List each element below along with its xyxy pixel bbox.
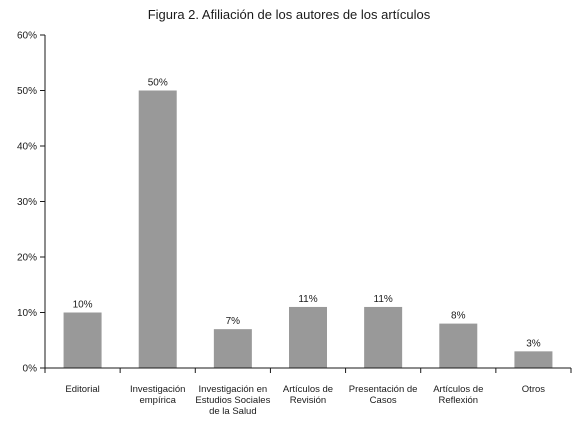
category-label: Investigación empírica xyxy=(130,384,185,406)
y-tick-label: 50% xyxy=(17,86,37,97)
data-label: 8% xyxy=(451,311,466,322)
bar xyxy=(514,351,553,368)
y-tick-label: 20% xyxy=(17,253,37,264)
y-tick-label: 60% xyxy=(17,31,37,42)
data-label: 50% xyxy=(148,78,168,89)
y-tick-label: 40% xyxy=(17,142,37,153)
data-label: 11% xyxy=(374,294,393,305)
chart-title: Figura 2. Afiliación de los autores de l… xyxy=(148,7,431,22)
y-axis: 0% 10% 20% 30% 40% 50% 60% xyxy=(17,31,46,375)
category-label: Artículos de Reflexión xyxy=(433,384,483,406)
data-labels: 10% 50% 7% 11% 11% 8% 3% xyxy=(73,78,541,350)
x-axis: Editorial Investigación empírica Investigac… xyxy=(44,367,572,417)
bar xyxy=(364,306,403,368)
data-label: 3% xyxy=(526,338,541,349)
data-label: 7% xyxy=(226,316,241,327)
bar xyxy=(63,312,102,368)
bar xyxy=(138,90,177,368)
data-label: 11% xyxy=(298,294,317,305)
category-label: Editorial xyxy=(65,384,99,395)
bar xyxy=(289,306,327,368)
category-label: Investigación en Estudios Sociales de la S… xyxy=(195,384,270,417)
category-label: Presentación de Casos xyxy=(349,384,418,406)
category-label: Artículos de Revisión xyxy=(283,384,333,406)
y-tick-label: 30% xyxy=(17,197,37,208)
category-label: Otros xyxy=(522,384,545,395)
y-tick-label: 0% xyxy=(23,364,38,375)
bar xyxy=(439,323,478,368)
data-label: 10% xyxy=(73,300,93,311)
bars xyxy=(63,90,553,368)
y-tick-label: 10% xyxy=(17,308,37,319)
bar xyxy=(213,329,252,368)
